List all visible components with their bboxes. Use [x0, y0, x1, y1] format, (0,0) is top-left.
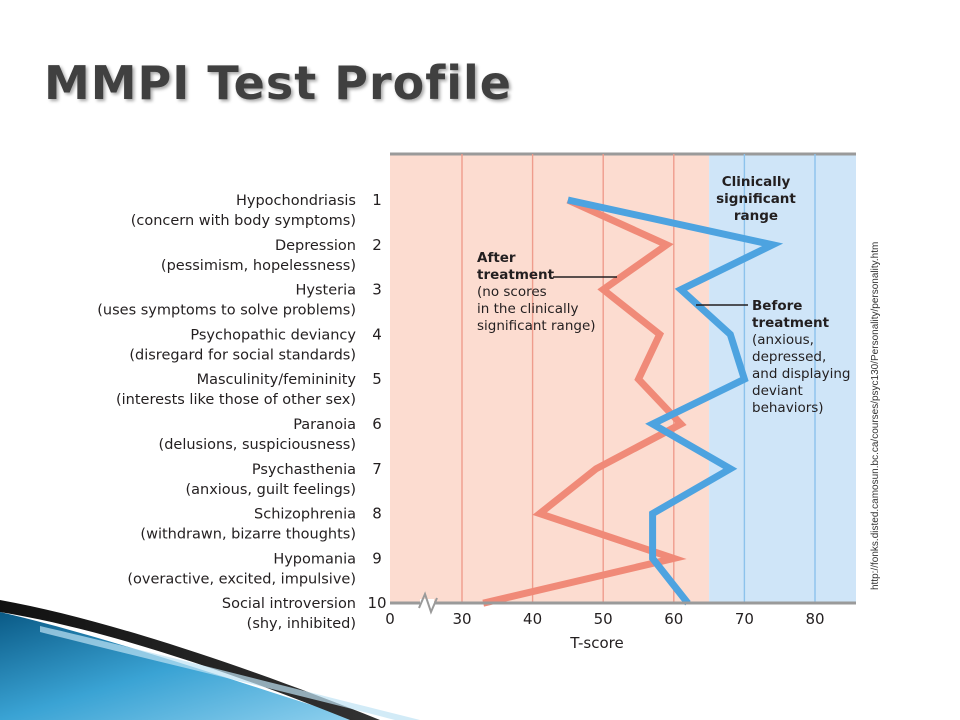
scale-name-8: Schizophrenia: [254, 507, 356, 523]
scale-name-7: Psychasthenia: [252, 462, 356, 478]
scale-desc-9: (overactive, excited, impulsive): [127, 571, 356, 587]
scale-number-8: 8: [372, 505, 382, 523]
scale-number-1: 1: [372, 191, 382, 209]
before-treatment-label: Before treatment (anxious, depressed, and di…: [752, 298, 851, 416]
scale-desc-4: (disregard for social standards): [129, 347, 356, 363]
scale-number-2: 2: [372, 236, 382, 254]
scale-name-10: Social introversion: [222, 596, 356, 612]
before-label-line: depressed,: [752, 349, 826, 365]
x-tick-label-0: 0: [385, 610, 395, 628]
series-line-after: [482, 196, 687, 607]
series-line-before: [567, 196, 784, 606]
before-label-line: behaviors): [752, 400, 824, 416]
scale-number-3: 3: [372, 281, 382, 299]
scale-desc-1: (concern with body symptoms): [131, 213, 356, 229]
scale-number-6: 6: [372, 415, 382, 433]
before-label-line: treatment: [752, 315, 830, 331]
slide-title: MMPI Test Profile: [44, 56, 512, 110]
clinical-range-label-line: significant: [716, 191, 796, 207]
scale-desc-3: (uses symptoms to solve problems): [97, 303, 356, 319]
x-tick-label-50: 50: [594, 610, 613, 628]
after-label-line: significant range): [477, 318, 596, 334]
scale-number-7: 7: [372, 460, 382, 478]
after-label-line: After: [477, 250, 516, 266]
scale-desc-10: (shy, inhibited): [247, 616, 356, 632]
after-treatment-label: After treatment (no scores in the clinicall…: [477, 250, 596, 334]
scale-name-9: Hypomania: [273, 551, 356, 567]
before-label-line: Before: [752, 298, 802, 314]
x-tick-label-70: 70: [735, 610, 754, 628]
clinical-range-region: [709, 154, 856, 603]
scale-number-9: 9: [372, 549, 382, 567]
after-label-line: in the clinically: [477, 301, 578, 317]
clinical-range-label-line: range: [734, 208, 778, 224]
after-label-line: (no scores: [477, 284, 547, 300]
x-axis-title: T-score: [569, 634, 624, 652]
scale-desc-6: (delusions, suspiciousness): [159, 437, 356, 453]
scale-name-5: Masculinity/femininity: [197, 372, 357, 388]
scale-name-4: Psychopathic deviancy: [190, 327, 356, 343]
scale-number-4: 4: [372, 325, 382, 343]
x-tick-label-40: 40: [523, 610, 542, 628]
clinical-range-label-line: Clinically: [722, 174, 791, 190]
decorative-sweep: [0, 600, 420, 720]
before-label-line: and displaying: [752, 366, 851, 382]
x-tick-label-60: 60: [664, 610, 683, 628]
x-tick-label-30: 30: [452, 610, 471, 628]
scale-name-2: Depression: [275, 238, 356, 254]
scale-name-6: Paranoia: [293, 417, 356, 433]
clinical-range-label: Clinically significant range: [716, 174, 796, 224]
scale-desc-7: (anxious, guilt feelings): [185, 482, 356, 498]
before-label-line: (anxious,: [752, 332, 814, 348]
source-url: http://fonks.disted.camosun.bc.ca/course…: [870, 241, 881, 590]
scale-desc-8: (withdrawn, bizarre thoughts): [140, 527, 356, 543]
x-tick-label-80: 80: [805, 610, 824, 628]
before-label-line: deviant: [752, 383, 803, 399]
after-label-line: treatment: [477, 267, 555, 283]
scale-desc-5: (interests like those of other sex): [116, 392, 356, 408]
scale-number-5: 5: [372, 370, 382, 388]
axis-break-mark: [418, 591, 438, 615]
scale-name-3: Hysteria: [295, 283, 356, 299]
scale-desc-2: (pessimism, hopelessness): [161, 258, 356, 274]
scale-number-10: 10: [367, 594, 386, 612]
scale-name-1: Hypochondriasis: [236, 193, 356, 209]
